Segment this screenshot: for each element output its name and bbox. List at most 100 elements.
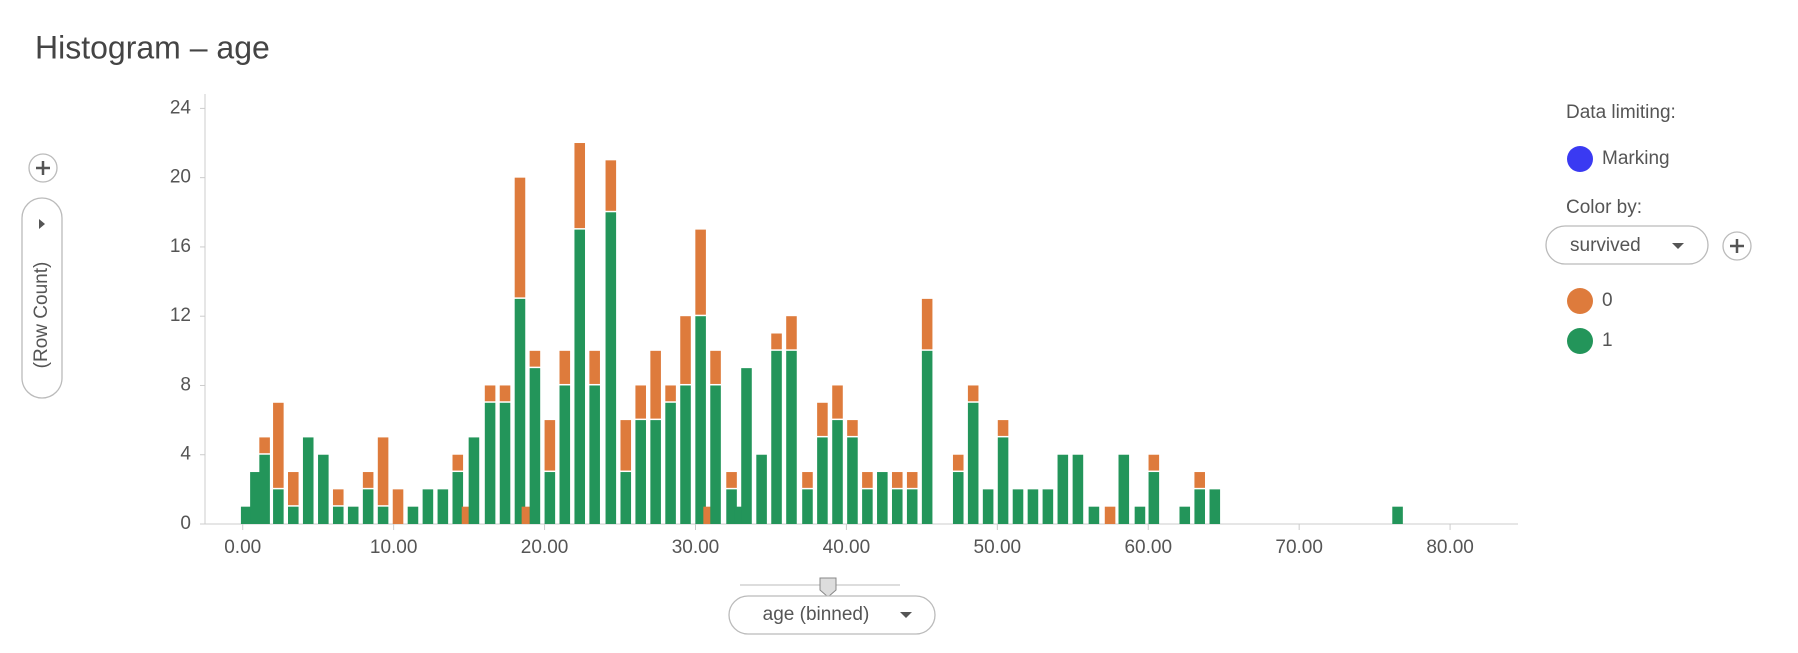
bar-segment xyxy=(605,160,617,211)
bar-segment xyxy=(362,472,374,488)
bar-segment xyxy=(802,472,813,488)
bar-segment xyxy=(921,350,933,524)
bar-segment xyxy=(452,454,464,471)
y-axis-selector[interactable] xyxy=(21,197,63,399)
x-tick-label: 70.00 xyxy=(1275,537,1323,558)
bar-segment xyxy=(952,472,964,524)
color-by-selector[interactable] xyxy=(1545,225,1709,265)
x-tick-label: 40.00 xyxy=(823,537,871,558)
bar-segment xyxy=(499,385,511,402)
bar-segment xyxy=(650,350,661,419)
bar-segment xyxy=(680,385,691,524)
legend-heading: Data limiting: xyxy=(1566,102,1676,123)
x-tick-label: 30.00 xyxy=(672,537,720,558)
bar-segment xyxy=(1042,489,1054,524)
bar-segment xyxy=(832,385,843,419)
x-tick-label: 60.00 xyxy=(1124,537,1172,558)
bar-segment xyxy=(802,489,813,524)
bar-segment xyxy=(302,437,314,524)
bar-segment xyxy=(240,506,252,524)
x-tick-label: 20.00 xyxy=(521,537,569,558)
y-tick-label: 12 xyxy=(170,305,191,326)
bar-segment xyxy=(847,437,858,524)
bar-segment xyxy=(1072,454,1084,524)
bar-segment xyxy=(273,402,284,488)
bar-segment xyxy=(259,454,270,524)
bar-segment xyxy=(710,385,721,524)
bar-segment xyxy=(514,298,526,524)
bar-segment xyxy=(967,402,979,524)
legend-label: 0 xyxy=(1602,290,1613,311)
bar-segment xyxy=(817,437,828,524)
bar-segment xyxy=(635,420,646,524)
bar-segment xyxy=(259,437,270,454)
x-tick-label: 50.00 xyxy=(974,537,1022,558)
bar-segment xyxy=(726,489,737,524)
bar-segment xyxy=(392,489,404,524)
bar-segment xyxy=(422,489,434,524)
bar-segment xyxy=(521,506,533,524)
legend-label: 1 xyxy=(1602,330,1613,351)
bar-segment xyxy=(726,472,737,488)
legend-swatch xyxy=(1567,328,1593,354)
bar-segment xyxy=(756,454,767,524)
x-tick-label: 10.00 xyxy=(370,537,418,558)
bar-segment xyxy=(377,506,389,524)
color-column: survived xyxy=(1570,235,1641,256)
legend-item: Marking xyxy=(1602,148,1670,169)
x-axis-selector[interactable] xyxy=(728,595,936,635)
bar-segment xyxy=(997,437,1009,524)
bar-segment xyxy=(695,229,706,315)
y-tick-label: 0 xyxy=(180,513,191,534)
bar-segment xyxy=(1134,506,1146,524)
bar-segment xyxy=(771,333,782,350)
bar-segment xyxy=(332,489,344,506)
bar-segment xyxy=(452,472,464,524)
bar-segment xyxy=(589,385,600,524)
plus-icon xyxy=(1730,239,1744,253)
bar-segment xyxy=(832,420,843,524)
bar-segment xyxy=(741,368,752,524)
bar-segment xyxy=(461,506,473,524)
bar-segment xyxy=(906,472,918,488)
bar-segment xyxy=(250,472,261,524)
bar-segment xyxy=(1148,472,1160,524)
bar-segment xyxy=(1027,489,1039,524)
bar-segment xyxy=(362,489,374,524)
arrow-icon xyxy=(1672,243,1684,249)
bar-segment xyxy=(921,298,933,350)
bar-segment xyxy=(544,420,556,471)
bar-segment xyxy=(407,506,419,524)
bar-segment xyxy=(817,402,828,436)
bar-segment xyxy=(347,506,359,524)
bar-segment xyxy=(288,506,299,524)
y-tick-label: 16 xyxy=(170,236,191,257)
bar-segment xyxy=(862,472,873,488)
bar-segment xyxy=(318,454,329,524)
bar-segment xyxy=(1194,489,1205,524)
arrow-icon xyxy=(900,612,912,618)
bar-segment xyxy=(665,385,676,402)
bar-segment xyxy=(1392,506,1403,524)
y-tick-label: 4 xyxy=(180,444,191,465)
bar-segment xyxy=(273,489,284,524)
bar-segment xyxy=(605,212,617,525)
bar-segment xyxy=(650,420,661,524)
bar-segment xyxy=(695,316,706,524)
bar-segment xyxy=(665,402,676,524)
bar-segment xyxy=(1088,506,1100,524)
bar-segment xyxy=(952,454,964,471)
bar-segment xyxy=(786,350,797,524)
bar-segment xyxy=(620,472,632,524)
bar-segment xyxy=(559,350,571,384)
bar-segment xyxy=(1012,489,1024,524)
bar-segment xyxy=(703,506,714,524)
bar-segment xyxy=(877,472,888,524)
bin-slider-handle[interactable] xyxy=(819,577,837,598)
bar-segment xyxy=(862,489,873,524)
bar-segment xyxy=(288,472,299,506)
bar-segment xyxy=(1057,454,1069,524)
x-tick-label: 80.00 xyxy=(1426,537,1474,558)
bar-segment xyxy=(574,229,586,525)
